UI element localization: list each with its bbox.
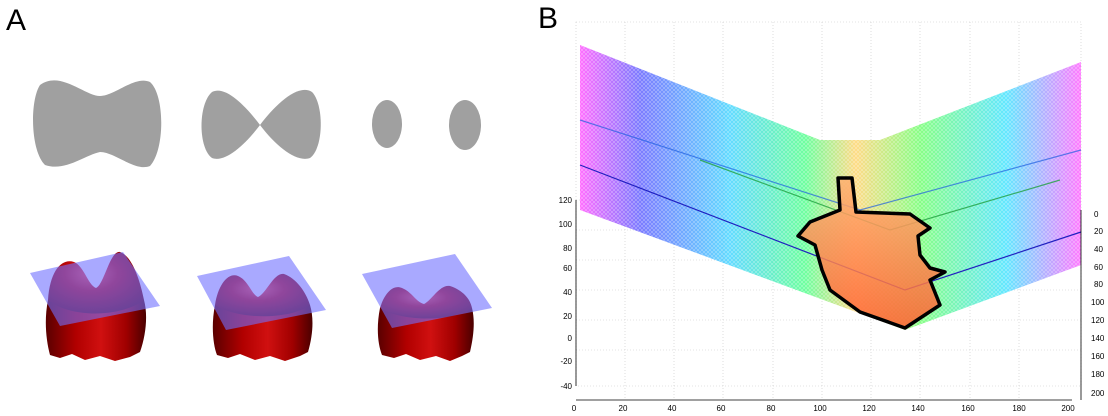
x-tick-label: 120 — [862, 404, 876, 413]
y-tick-label: 100 — [1091, 298, 1105, 307]
level-set-connected — [33, 80, 162, 168]
level-set-island-right — [449, 100, 481, 150]
panel-a-letter: A — [6, 4, 26, 37]
x-tick-label: 80 — [767, 404, 776, 413]
y-tick-label: 160 — [1091, 352, 1105, 361]
z-tick-label: 60 — [563, 264, 572, 273]
x-tick-label: 160 — [961, 404, 975, 413]
cutting-plane — [197, 256, 326, 330]
y-tick-label: 120 — [1091, 316, 1105, 325]
left-z-axis: 120 100 80 60 40 20 0 -20 -40 — [559, 196, 573, 391]
y-tick-label: 80 — [1094, 280, 1103, 289]
x-tick-label: 0 — [572, 404, 577, 413]
surface-with-plane-1 — [30, 251, 160, 361]
z-tick-label: 100 — [559, 220, 573, 229]
right-y-axis: 0 20 40 60 80 100 120 140 160 180 200 — [1091, 210, 1105, 398]
cutting-plane — [362, 254, 492, 328]
x-tick-label: 100 — [813, 404, 827, 413]
z-tick-label: 20 — [563, 312, 572, 321]
y-tick-label: 0 — [1094, 210, 1099, 219]
z-tick-label: -40 — [560, 382, 572, 391]
y-tick-label: 140 — [1091, 334, 1105, 343]
level-set-pinched-left — [201, 90, 260, 159]
z-tick-label: 120 — [559, 196, 573, 205]
surface-with-plane-3 — [362, 254, 492, 361]
y-tick-label: 60 — [1094, 263, 1103, 272]
axes — [575, 200, 1082, 401]
cutting-plane — [30, 252, 160, 326]
y-tick-label: 20 — [1094, 227, 1103, 236]
mesh-texture — [580, 45, 1081, 330]
x-tick-label: 20 — [619, 404, 628, 413]
level-set-contour — [796, 176, 947, 330]
x-tick-label: 200 — [1061, 404, 1075, 413]
bottom-x-axis: 0 20 40 60 80 100 120 140 160 180 200 — [572, 404, 1075, 413]
y-tick-label: 40 — [1094, 245, 1103, 254]
z-tick-label: 0 — [568, 334, 573, 343]
z-tick-label: 40 — [563, 288, 572, 297]
y-tick-label: 200 — [1091, 389, 1105, 398]
level-set-pinched-right — [260, 89, 321, 159]
y-tick-label: 180 — [1091, 370, 1105, 379]
x-tick-label: 180 — [1012, 404, 1026, 413]
x-tick-label: 40 — [668, 404, 677, 413]
panel-b-plot: 120 100 80 60 40 20 0 -20 -40 0 20 40 60… — [559, 21, 1105, 413]
surface-with-plane-2 — [197, 256, 326, 361]
z-tick-label: -20 — [560, 357, 572, 366]
level-set-row — [33, 80, 481, 168]
level-set-island-left — [372, 100, 402, 148]
z-tick-label: 80 — [563, 244, 572, 253]
x-tick-label: 60 — [717, 404, 726, 413]
panel-b-letter: B — [538, 2, 558, 35]
x-tick-label: 140 — [911, 404, 925, 413]
